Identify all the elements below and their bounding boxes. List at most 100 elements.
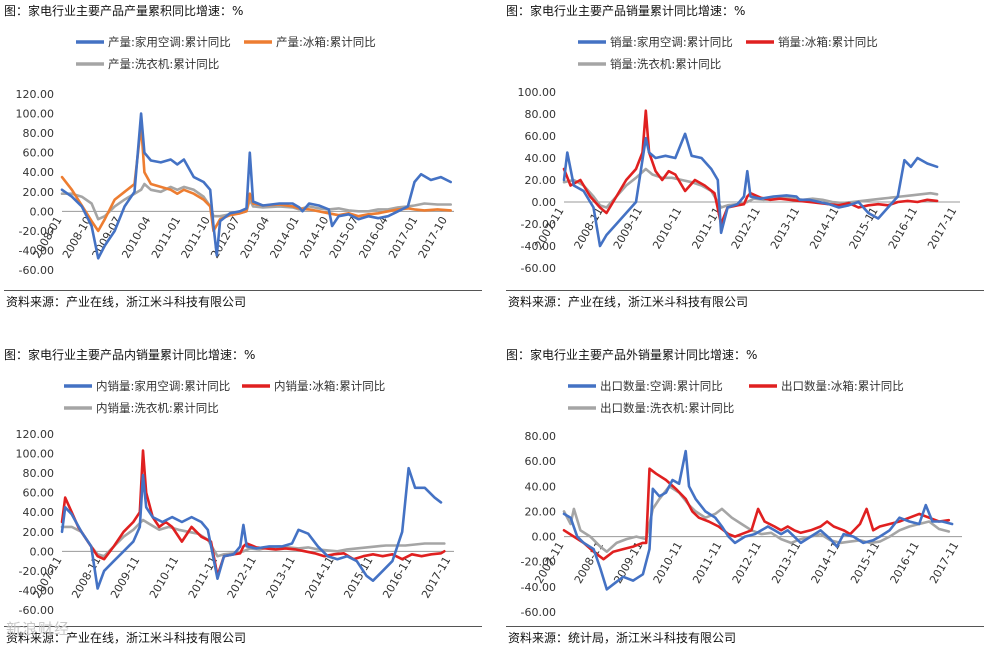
y-tick-label: 20.00	[525, 174, 557, 187]
x-tick-label: 2014-11	[302, 554, 336, 600]
y-tick-label: -20.00	[521, 556, 556, 569]
x-tick-label: 2010-11	[147, 554, 181, 600]
y-tick-label: 80.00	[525, 430, 557, 443]
x-tick-label: 2016-11	[380, 554, 414, 600]
y-tick-label: 120.00	[16, 88, 55, 101]
y-tick-label: -20.00	[19, 225, 54, 238]
legend-label: 销量:洗衣机:累计同比	[610, 57, 721, 71]
y-tick-label: 40.00	[23, 506, 55, 519]
y-tick-label: 60.00	[23, 147, 55, 160]
divider	[4, 626, 482, 627]
x-tick-label: 2017-11	[925, 205, 959, 251]
source-note: 资料来源：产业在线，浙江米斗科技有限公司	[6, 295, 247, 309]
y-tick-label: 100.00	[518, 86, 557, 99]
series-line	[60, 112, 452, 260]
y-tick-label: -20.00	[19, 565, 54, 578]
x-tick-label: 2017-10	[416, 214, 450, 260]
legend-label: 产量:冰箱:累计同比	[276, 35, 376, 49]
divider	[506, 626, 984, 627]
chart-title: 图：家电行业主要产品产量累积同比增速：%	[4, 4, 244, 18]
watermark-logo: 新浪财经	[6, 620, 71, 638]
y-tick-label: -60.00	[19, 264, 54, 277]
x-tick-label: 2010-11	[651, 540, 685, 586]
y-tick-label: 100.00	[16, 108, 55, 121]
y-tick-label: 0.00	[30, 205, 55, 218]
x-tick-label: 2014-11	[807, 205, 841, 251]
series-line	[60, 466, 443, 590]
chart-title: 图：家电行业主要产品销量累计同比增速：%	[506, 4, 746, 18]
y-tick-label: 20.00	[23, 526, 55, 539]
y-tick-label: 0.00	[30, 545, 55, 558]
x-tick-label: 2008-11	[69, 554, 103, 600]
legend-label: 出口数量:空调:累计同比	[600, 379, 723, 393]
divider	[4, 290, 482, 291]
y-tick-label: 0.00	[532, 531, 557, 544]
y-tick-label: -60.00	[19, 604, 54, 617]
series-line	[60, 449, 446, 578]
x-tick-label: 2016-11	[888, 540, 922, 586]
x-tick-label: 2013-11	[769, 540, 803, 586]
y-tick-label: 60.00	[525, 455, 557, 468]
y-tick-label: 60.00	[525, 130, 557, 143]
series-line	[562, 449, 954, 591]
series-line	[562, 485, 951, 553]
y-tick-label: 0.00	[532, 196, 557, 209]
y-tick-label: 40.00	[525, 480, 557, 493]
y-tick-label: 40.00	[525, 152, 557, 165]
y-tick-label: 80.00	[525, 108, 557, 121]
x-tick-label: 2012-11	[225, 554, 259, 600]
chart-panel-sales: 图：家电行业主要产品销量累计同比增速：% 销量:家用空调:累计同比 销量:冰箱:累…	[506, 2, 984, 320]
x-tick-label: 2012-11	[730, 540, 764, 586]
legend-label: 销量:家用空调:累计同比	[610, 35, 733, 49]
source-note: 资料来源：产业在线，浙江米斗科技有限公司	[6, 631, 247, 645]
chart-panel-production: 图：家电行业主要产品产量累积同比增速：% 产量:家用空调:累计同比 产量:冰箱:累…	[4, 2, 482, 320]
x-tick-label: 2017-11	[419, 554, 453, 600]
divider	[506, 290, 984, 291]
chart-panel-export-sales: 图：家电行业主要产品外销量累计同比增速：% 出口数量:空调:累计同比 出口数量:冰…	[506, 346, 984, 664]
x-tick-label: 2017-11	[927, 540, 961, 586]
legend-label: 内销量:洗衣机:累计同比	[96, 401, 219, 415]
source-note: 资料来源：统计局，浙江米斗科技有限公司	[508, 631, 737, 645]
source-note: 资料来源：产业在线，浙江米斗科技有限公司	[508, 295, 749, 309]
series-line	[562, 132, 939, 248]
x-tick-label: 2010-11	[650, 205, 684, 251]
chart-panel-domestic-sales: 图：家电行业主要产品内销量累计同比增速：% 内销量:家用空调:累计同比 内销量:冰…	[4, 346, 482, 664]
y-tick-label: 120.00	[16, 428, 55, 441]
y-tick-label: 100.00	[16, 448, 55, 461]
series-line	[60, 124, 452, 233]
x-tick-label: 2016-11	[886, 205, 920, 251]
y-tick-label: -40.00	[19, 244, 54, 257]
x-tick-label: 2015-11	[848, 540, 882, 586]
x-tick-label: 2011-11	[690, 540, 724, 586]
chart-title: 图：家电行业主要产品外销量累计同比增速：%	[506, 348, 758, 362]
y-tick-label: -40.00	[521, 581, 556, 594]
legend-label: 出口数量:洗衣机:累计同比	[600, 401, 734, 415]
y-tick-label: -40.00	[19, 584, 54, 597]
legend-label: 出口数量:冰箱:累计同比	[781, 379, 904, 393]
y-tick-label: 80.00	[23, 127, 55, 140]
series-line	[562, 467, 951, 561]
y-tick-label: -40.00	[521, 240, 556, 253]
y-tick-label: -60.00	[521, 262, 556, 275]
x-tick-label: 2013-11	[768, 205, 802, 251]
series-line	[60, 518, 446, 558]
y-tick-label: 60.00	[23, 487, 55, 500]
y-tick-label: 20.00	[23, 186, 55, 199]
series-line	[562, 167, 939, 209]
legend-label: 销量:冰箱:累计同比	[778, 35, 878, 49]
chart-title: 图：家电行业主要产品内销量累计同比增速：%	[4, 348, 256, 362]
y-tick-label: -20.00	[521, 218, 556, 231]
x-tick-label: 2015-11	[847, 205, 881, 251]
legend-label: 内销量:冰箱:累计同比	[274, 379, 385, 393]
y-tick-label: 80.00	[23, 467, 55, 480]
y-tick-label: -60.00	[521, 606, 556, 619]
legend-label: 产量:家用空调:累计同比	[108, 35, 231, 49]
x-tick-label: 2012-11	[729, 205, 763, 251]
y-tick-label: 20.00	[525, 505, 557, 518]
y-tick-label: 40.00	[23, 166, 55, 179]
legend-label: 产量:洗衣机:累计同比	[108, 57, 219, 71]
